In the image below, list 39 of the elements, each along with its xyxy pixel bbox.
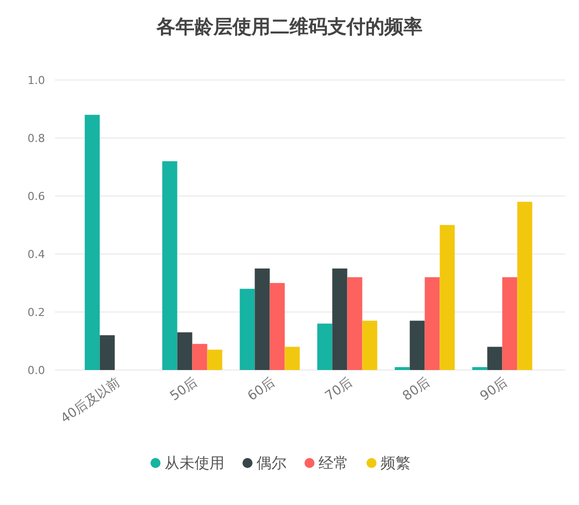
bar <box>394 367 410 370</box>
y-tick-label: 0.2 <box>28 306 45 319</box>
bar <box>440 225 455 370</box>
bar <box>424 277 440 370</box>
legend-label: 频繁 <box>380 454 410 472</box>
legend-label: 从未使用 <box>164 454 224 472</box>
x-tick-label: 80后 <box>400 374 434 404</box>
x-tick-label: 50后 <box>168 374 201 404</box>
y-tick-label: 1.0 <box>28 74 45 87</box>
bar <box>84 114 100 370</box>
bar <box>332 268 348 370</box>
bar <box>192 344 208 370</box>
bar <box>162 161 178 370</box>
bar <box>502 277 518 370</box>
bar <box>317 324 332 370</box>
legend-label: 经常 <box>318 454 348 472</box>
bar <box>347 277 362 370</box>
x-tick-label: 60后 <box>245 374 278 404</box>
y-tick-label: 0.4 <box>28 248 45 261</box>
x-tick-label: 70后 <box>322 374 356 404</box>
bar <box>284 346 300 370</box>
bar <box>362 320 378 370</box>
chart-title: 各年龄层使用二维码支付的频率 <box>156 16 422 38</box>
bar <box>410 320 425 370</box>
y-tick-label: 0.8 <box>28 132 45 145</box>
bar <box>177 332 192 370</box>
bar <box>207 350 222 370</box>
x-tick-label: 90后 <box>478 374 511 404</box>
bar <box>487 346 502 370</box>
x-tick-label: 40后及以前 <box>58 374 124 427</box>
y-tick-label: 0.0 <box>28 364 45 377</box>
legend-label: 偶尔 <box>256 454 286 472</box>
y-tick-label: 0.6 <box>28 190 45 203</box>
bar <box>254 268 270 370</box>
bar <box>240 288 255 370</box>
bar <box>472 367 488 370</box>
bar <box>517 202 532 370</box>
bar <box>100 335 115 370</box>
bar <box>270 283 285 370</box>
